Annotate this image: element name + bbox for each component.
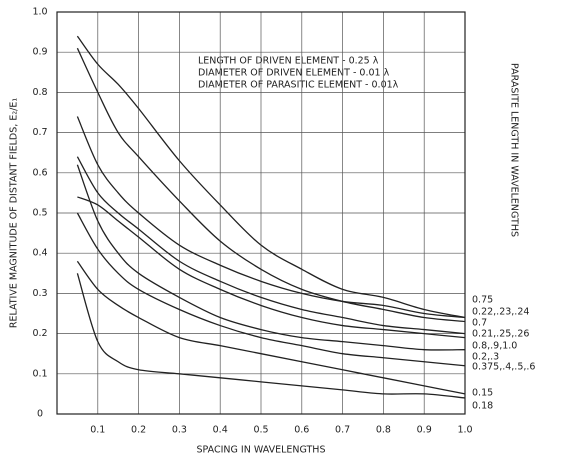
series-label: 0.18 (472, 401, 493, 412)
curve (76, 164, 466, 351)
curve (76, 156, 466, 335)
series-label: 0.75 (472, 295, 493, 306)
x-tick-label: 0.9 (417, 425, 432, 436)
y-tick-label: 0.7 (32, 127, 47, 138)
series-label: 0.2,.3 (472, 352, 499, 363)
y-axis-label: RELATIVE MAGNITUDE OF DISTANT FIELDS, E₂… (9, 98, 20, 328)
curve (76, 47, 466, 323)
x-tick-label: 0.3 (172, 425, 187, 436)
y-tick-label: 0.1 (32, 368, 47, 379)
y-tick-label: 0.5 (32, 208, 47, 219)
curve (76, 260, 466, 395)
curve (76, 116, 466, 319)
y-tick-label: 0.3 (32, 288, 47, 299)
annotation: LENGTH OF DRIVEN ELEMENT - 0.25 λ (198, 56, 379, 67)
x-axis-label: SPACING IN WAVELENGTHS (196, 445, 325, 456)
x-tick-label: 0.4 (213, 425, 228, 436)
y2-axis-label: PARASITE LENGTH IN WAVELENGTHS (509, 63, 520, 237)
y-tick-label: 0.8 (32, 87, 47, 98)
curve (76, 273, 466, 399)
curve (76, 35, 466, 319)
curve (77, 196, 466, 339)
series-label: 0.8,.9,1.0 (472, 341, 517, 352)
y-tick-label: 1.0 (32, 7, 47, 18)
series-label: 0.22,.23,.24 (472, 307, 529, 318)
y-tick-label: 0 (37, 409, 43, 420)
curve (76, 212, 466, 367)
x-tick-label: 0.5 (253, 425, 268, 436)
series-label: 0.15 (472, 388, 493, 399)
y-tick-label: 0.9 (32, 47, 47, 58)
x-tick-label: 1.0 (457, 425, 472, 436)
x-tick-label: 0.8 (376, 425, 391, 436)
plot-frame (56, 11, 466, 415)
series-label: 0.375,.4,.5,.6 (472, 362, 535, 373)
y-tick-label: 0.4 (32, 248, 47, 259)
series-label: 0.7 (472, 318, 487, 329)
x-tick-label: 0.6 (294, 425, 309, 436)
series-label: 0.21,.25,.26 (472, 329, 529, 340)
x-tick-label: 0.7 (335, 425, 350, 436)
y-tick-label: 0.2 (32, 328, 47, 339)
y-tick-label: 0.6 (32, 167, 47, 178)
annotation: DIAMETER OF DRIVEN ELEMENT - 0.01 λ (198, 68, 390, 79)
annotation: DIAMETER OF PARASITIC ELEMENT - 0.01λ (198, 80, 399, 91)
x-tick-label: 0.1 (90, 425, 105, 436)
x-tick-label: 0.2 (131, 425, 146, 436)
